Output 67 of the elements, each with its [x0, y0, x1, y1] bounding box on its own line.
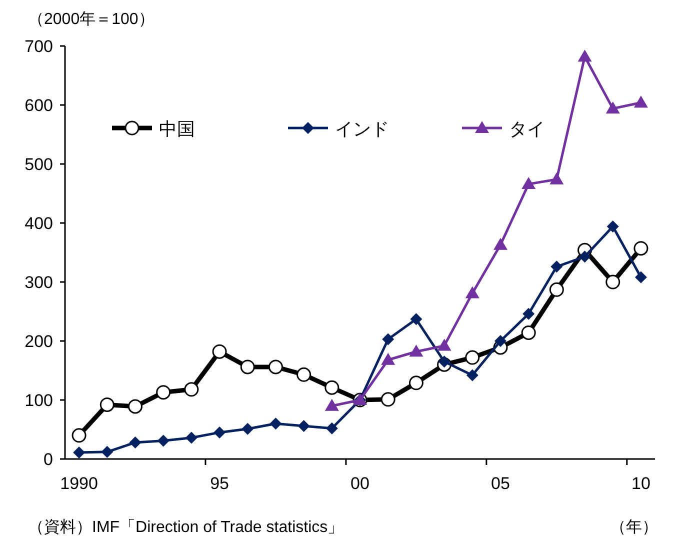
point [156, 385, 171, 400]
y-tick-label: 0 [44, 450, 53, 469]
y-tick-label: 500 [24, 155, 53, 174]
legend-label: 中国 [159, 119, 195, 139]
point [634, 96, 648, 108]
point [240, 360, 255, 374]
x-tick-label: 10 [631, 474, 650, 493]
point [270, 418, 282, 430]
point [494, 335, 506, 347]
point [381, 352, 396, 365]
y-axis-title: （2000年＝100） [28, 11, 154, 28]
point [465, 350, 480, 365]
text: （資料）IMF「Direction of Trade statistics」 [28, 518, 344, 536]
y-tick-label: 700 [24, 37, 53, 56]
point [129, 436, 142, 448]
point [522, 177, 536, 190]
point [324, 398, 339, 411]
point [73, 446, 86, 459]
legend-label: インド [335, 119, 389, 139]
legend-label: タイ [509, 119, 545, 139]
point [242, 422, 254, 435]
point [466, 369, 478, 382]
x-tick-label: 00 [350, 474, 370, 493]
point [184, 382, 199, 397]
y-tick-label: 200 [24, 332, 53, 351]
point [268, 360, 283, 374]
point [634, 241, 648, 256]
point [550, 260, 563, 273]
point [522, 308, 535, 320]
point [634, 271, 647, 284]
point [296, 367, 312, 382]
point [410, 313, 422, 326]
x-axis-title: （年） [610, 519, 658, 536]
point [549, 282, 564, 297]
point [409, 344, 424, 357]
point [550, 172, 564, 184]
point [578, 250, 591, 263]
point [380, 392, 396, 407]
point [72, 428, 86, 443]
point [606, 274, 620, 290]
point [521, 325, 536, 340]
y-tick-label: 600 [24, 96, 53, 115]
point [100, 397, 114, 412]
y-tick-label: 100 [24, 391, 53, 410]
point [324, 380, 340, 395]
x-tick-label: 95 [210, 474, 229, 493]
point [157, 434, 170, 447]
point [408, 376, 424, 390]
point [493, 238, 508, 250]
x-tick-label: 1990 [60, 474, 98, 493]
point [465, 286, 480, 298]
x-tick-label: 05 [491, 474, 510, 493]
point [578, 50, 592, 62]
point [214, 426, 226, 438]
y-tick-label: 300 [24, 273, 53, 292]
point [212, 344, 227, 359]
point [382, 333, 394, 346]
point [185, 432, 198, 444]
y-tick-label: 400 [24, 214, 53, 233]
point [128, 399, 142, 414]
point [606, 220, 619, 233]
point [606, 102, 620, 114]
point [438, 356, 450, 368]
point [326, 422, 338, 434]
point [437, 338, 452, 351]
point [101, 446, 114, 458]
point [298, 420, 310, 432]
